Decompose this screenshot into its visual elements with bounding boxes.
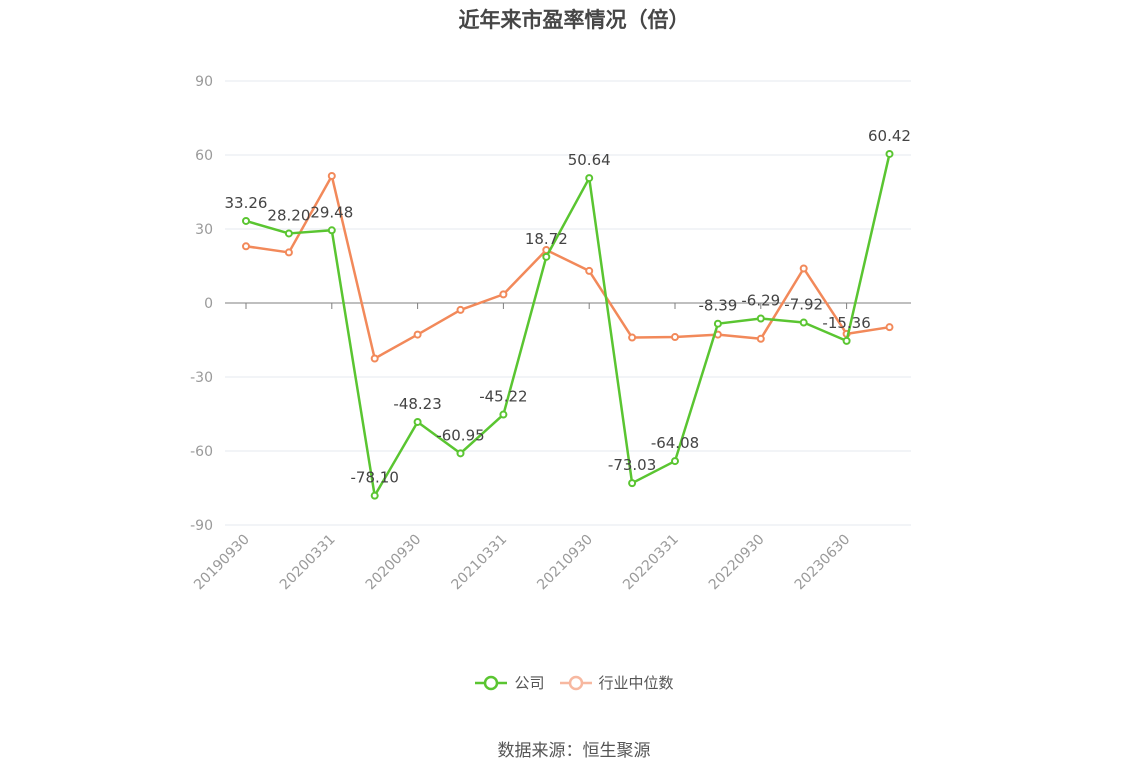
data-point-company bbox=[885, 149, 894, 158]
data-label: -7.92 bbox=[784, 296, 823, 314]
data-point-industry-median bbox=[284, 248, 293, 257]
data-point-company bbox=[284, 229, 293, 238]
legend-label-company: 公司 bbox=[514, 674, 545, 692]
data-point-company bbox=[585, 174, 594, 183]
data-point-company bbox=[542, 252, 551, 261]
data-label: 18.72 bbox=[525, 230, 568, 248]
x-tick-label: 20190930 bbox=[191, 532, 253, 594]
data-point-industry-median bbox=[499, 290, 508, 299]
legend-marker-industry-median-icon bbox=[559, 675, 592, 690]
data-point-company bbox=[756, 314, 765, 323]
y-tick-label: 60 bbox=[195, 148, 213, 164]
y-tick-label: -60 bbox=[190, 444, 213, 460]
data-label: -48.23 bbox=[393, 395, 441, 413]
data-point-company bbox=[413, 417, 422, 426]
data-point-company bbox=[628, 479, 637, 488]
data-point-industry-median bbox=[413, 330, 422, 339]
data-label: -73.03 bbox=[608, 456, 656, 474]
data-label: -6.29 bbox=[741, 292, 780, 310]
x-tick-label: 20210331 bbox=[449, 532, 511, 594]
data-label: 60.42 bbox=[868, 127, 911, 145]
chart-title: 近年来市盈率情况（倍） bbox=[458, 8, 690, 32]
data-point-company bbox=[842, 336, 851, 345]
y-tick-label: 30 bbox=[195, 222, 213, 238]
data-point-industry-median bbox=[370, 354, 379, 363]
x-tick-label: 20200331 bbox=[277, 532, 339, 594]
y-tick-label: -90 bbox=[190, 518, 213, 534]
data-point-company bbox=[499, 410, 508, 419]
x-tick-label: 20220930 bbox=[706, 532, 768, 594]
y-tick-label: -30 bbox=[190, 370, 213, 386]
x-tick-label: 20200930 bbox=[363, 532, 425, 594]
data-point-industry-median bbox=[885, 323, 894, 332]
x-tick-label: 20230630 bbox=[792, 532, 854, 594]
data-label: 28.20 bbox=[267, 206, 310, 224]
data-point-industry-median bbox=[242, 242, 250, 251]
data-label: -60.95 bbox=[436, 426, 484, 444]
data-point-industry-median bbox=[456, 305, 465, 314]
x-tick-label: 20210930 bbox=[534, 532, 596, 594]
x-tick-label: 20220331 bbox=[620, 532, 682, 594]
legend-marker-company-icon bbox=[475, 675, 508, 690]
legend: 公司 行业中位数 bbox=[0, 672, 1148, 693]
legend-item-company[interactable]: 公司 bbox=[474, 672, 545, 693]
axis-layer: -90 -60 -30 0 30 60 90 20190930 20200331 20200930… bbox=[190, 74, 911, 593]
data-point-industry-median bbox=[585, 266, 594, 275]
data-label: -45.22 bbox=[479, 388, 527, 406]
legend-label-industry-median: 行业中位数 bbox=[598, 674, 674, 692]
data-point-company bbox=[242, 216, 250, 225]
y-tick-label: 0 bbox=[204, 296, 213, 312]
data-point-company bbox=[370, 491, 379, 500]
data-point-company bbox=[456, 449, 465, 458]
data-label: -15.36 bbox=[822, 314, 870, 332]
data-point-industry-median bbox=[327, 171, 336, 180]
y-tick-label: 90 bbox=[195, 74, 213, 90]
series-layer bbox=[242, 149, 894, 500]
data-label: -78.10 bbox=[351, 469, 399, 487]
data-point-industry-median bbox=[799, 264, 808, 273]
data-label: 50.64 bbox=[568, 151, 611, 169]
data-label: 33.26 bbox=[225, 194, 268, 212]
data-point-industry-median bbox=[628, 333, 637, 342]
data-point-industry-median bbox=[671, 333, 679, 342]
data-point-company bbox=[671, 457, 679, 466]
legend-item-industry-median[interactable]: 行业中位数 bbox=[559, 672, 674, 693]
data-point-company bbox=[327, 226, 336, 235]
data-label: -64.08 bbox=[651, 434, 699, 452]
grid-layer bbox=[225, 80, 911, 526]
data-point-industry-median bbox=[756, 334, 765, 343]
data-label: -8.39 bbox=[698, 297, 737, 315]
series-line-industry-median bbox=[245, 174, 890, 360]
series-line-company bbox=[245, 153, 891, 497]
data-point-company bbox=[713, 319, 722, 328]
data-point-company bbox=[799, 318, 808, 327]
data-source-note: 数据来源：恒生聚源 bbox=[497, 741, 651, 761]
data-label: 29.48 bbox=[310, 203, 353, 221]
